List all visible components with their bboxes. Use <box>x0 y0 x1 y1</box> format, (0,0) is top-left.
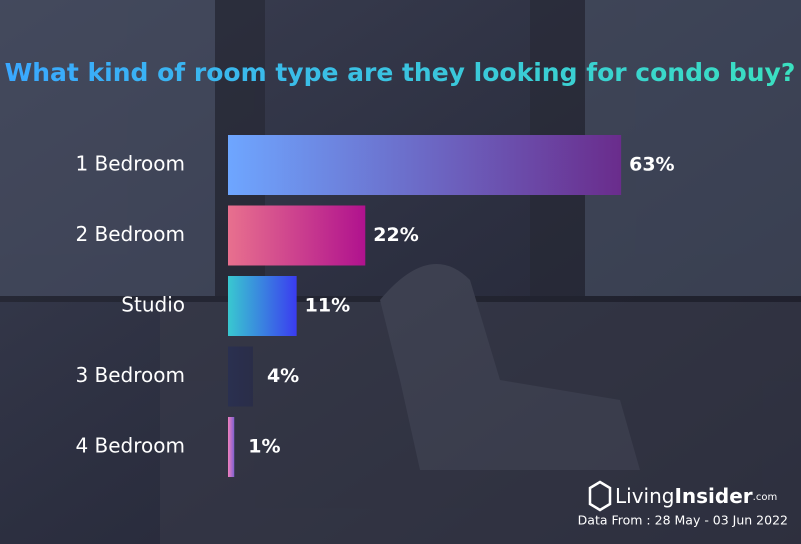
value-label: 1% <box>248 436 280 458</box>
data-source: Data From : 28 May - 03 Jun 2022 <box>578 513 788 528</box>
bar <box>228 205 366 266</box>
bar <box>228 346 253 407</box>
value-label: 4% <box>267 365 299 387</box>
category-label: Studio <box>121 293 185 317</box>
category-label: 4 Bedroom <box>75 434 185 458</box>
bar <box>228 276 297 336</box>
value-label: 11% <box>305 295 350 317</box>
footer: LivingInsider.com Data From : 28 May - 0… <box>578 480 788 528</box>
bar <box>228 417 235 477</box>
category-label: 1 Bedroom <box>75 152 185 176</box>
brand-name: LivingInsider.com <box>615 484 777 508</box>
chart-title: What kind of room type are they looking … <box>5 58 796 87</box>
category-label: 2 Bedroom <box>75 222 185 246</box>
brand-logo <box>588 480 612 512</box>
value-label: 22% <box>373 224 418 246</box>
value-label: 63% <box>629 154 674 176</box>
category-label: 3 Bedroom <box>75 363 185 387</box>
bar <box>228 135 622 195</box>
